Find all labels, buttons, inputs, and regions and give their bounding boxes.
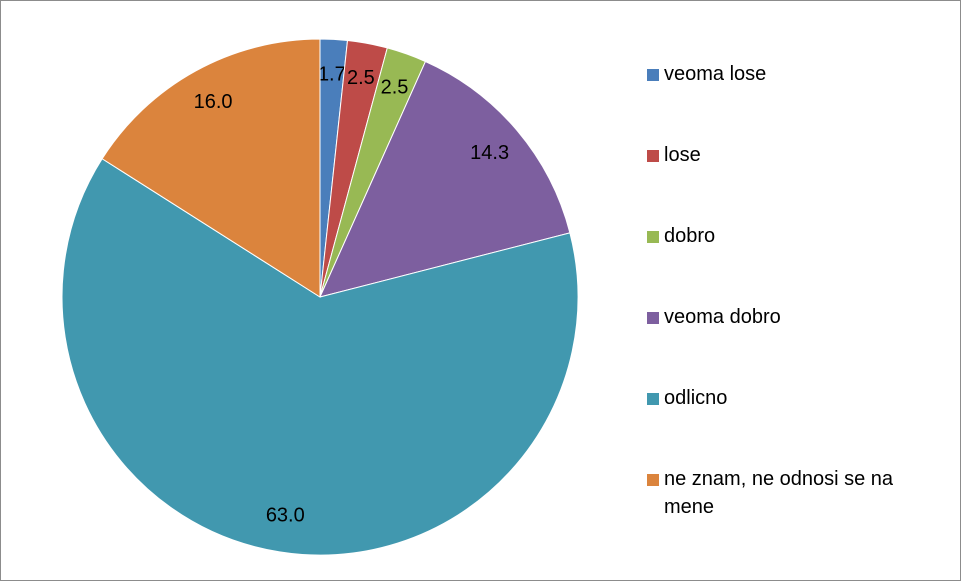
data-label: 2.5 bbox=[381, 76, 409, 98]
legend-item: veoma dobro bbox=[647, 303, 947, 384]
data-label: 63.0 bbox=[266, 504, 305, 526]
legend-item: ne znam, ne odnosi se na mene bbox=[647, 465, 947, 546]
legend-label: veoma lose bbox=[664, 63, 767, 85]
legend-swatch bbox=[647, 393, 659, 405]
legend: veoma lose lose dobro veoma dobro odlicno ne … bbox=[647, 60, 947, 546]
legend-label: odlicno bbox=[664, 387, 728, 409]
legend-swatch bbox=[647, 231, 659, 243]
legend-swatch bbox=[647, 474, 659, 486]
legend-label: lose bbox=[664, 144, 701, 166]
legend-item: dobro bbox=[647, 222, 947, 303]
data-label: 14.3 bbox=[470, 142, 509, 164]
legend-label: veoma dobro bbox=[664, 306, 781, 328]
data-label: 2.5 bbox=[347, 67, 375, 89]
legend-label: ne znam, ne odnosi se na mene bbox=[664, 468, 894, 518]
pie-slice bbox=[61, 158, 579, 556]
legend-swatch bbox=[647, 69, 659, 81]
legend-item: lose bbox=[647, 141, 947, 222]
data-label: 1.7 bbox=[318, 64, 346, 86]
legend-item: odlicno bbox=[647, 384, 947, 465]
pie-slice bbox=[101, 38, 321, 298]
legend-swatch bbox=[647, 312, 659, 324]
legend-swatch bbox=[647, 150, 659, 162]
legend-item: veoma lose bbox=[647, 60, 947, 141]
legend-label: dobro bbox=[664, 225, 716, 247]
pie-slice bbox=[319, 60, 571, 298]
data-label: 16.0 bbox=[194, 91, 233, 113]
